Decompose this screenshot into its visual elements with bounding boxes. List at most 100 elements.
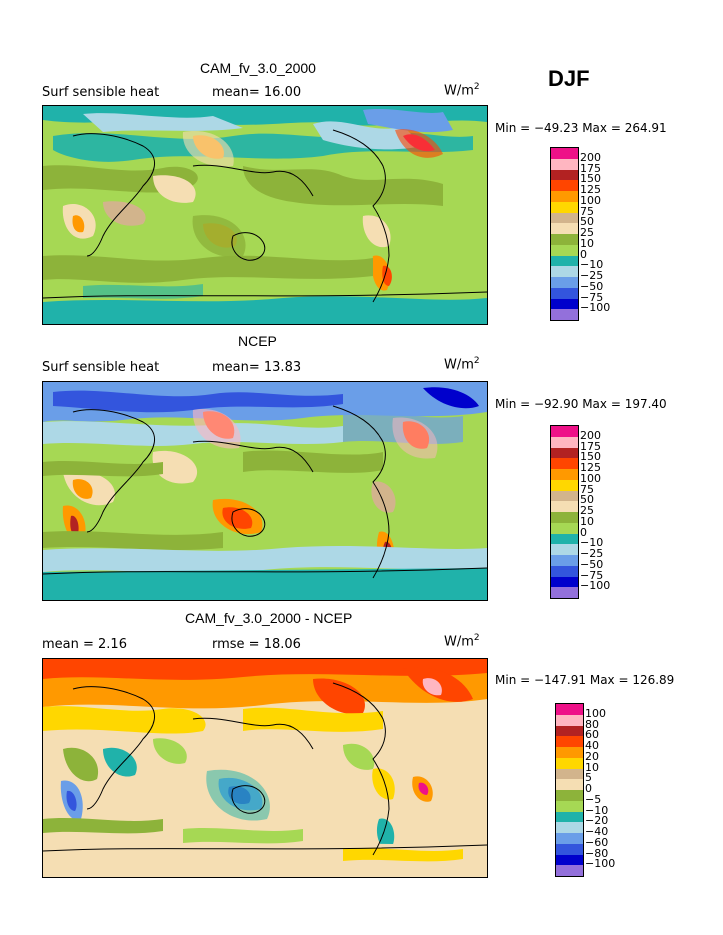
colorbar-swatch	[551, 223, 578, 234]
colorbar-swatch	[551, 522, 578, 534]
colorbar-level-label: 0	[580, 247, 587, 261]
panel-3-unit: W/m2	[444, 633, 480, 650]
colorbar-swatch	[551, 266, 578, 277]
colorbar-swatch	[556, 790, 583, 801]
colorbar-level-label: 0	[580, 525, 587, 539]
colorbar-swatch	[551, 309, 578, 320]
colorbar-level-label: −25	[580, 269, 604, 282]
colorbar-level-label: −10	[585, 803, 609, 817]
colorbar-swatch	[551, 201, 578, 213]
colorbar-swatch	[551, 191, 578, 202]
colorbar-swatch	[556, 725, 583, 737]
colorbar-swatch	[551, 576, 578, 588]
colorbar-level-label: 5	[585, 771, 592, 785]
panel-2-mean-label: mean= 13.83	[212, 360, 302, 375]
colorbar-swatch	[551, 533, 578, 545]
colorbar-swatch	[556, 757, 583, 769]
colorbar-level-label: −50	[580, 557, 604, 571]
colorbar-swatch	[551, 287, 578, 299]
colorbar-level-label: −10	[580, 258, 604, 272]
colorbar-level-label: −100	[580, 301, 611, 315]
panel-1-minmax: Min = −49.23 Max = 264.91	[495, 121, 667, 135]
colorbar-swatch	[551, 277, 578, 288]
colorbar-swatch	[551, 244, 578, 256]
colorbar-level-label: −50	[580, 279, 604, 293]
colorbar-swatch	[556, 800, 583, 812]
panel-3-rmse-label: rmse = 18.06	[212, 637, 301, 652]
colorbar-swatch	[551, 255, 578, 267]
colorbar-level-label: 100	[580, 471, 601, 485]
colorbar-swatch	[556, 822, 583, 833]
colorbar-swatch	[556, 854, 583, 866]
colorbar-swatch	[551, 426, 578, 437]
colorbar-level-label: −75	[580, 290, 604, 304]
colorbar-swatch	[551, 298, 578, 310]
colorbar-level-label: 25	[580, 504, 594, 517]
colorbar-level-label: 40	[585, 739, 599, 752]
colorbar-swatch	[556, 704, 583, 715]
colorbar-swatch	[551, 234, 578, 245]
colorbar-level-label: −25	[580, 547, 604, 560]
colorbar-level-label: 50	[580, 215, 594, 229]
colorbar-swatch	[551, 148, 578, 159]
colorbar-level-label: 10	[580, 514, 594, 528]
panel-1-map	[42, 105, 488, 325]
colorbar-swatch	[551, 180, 578, 191]
colorbar-level-label: 0	[585, 782, 592, 795]
colorbar-level-label: 125	[580, 183, 601, 196]
colorbar-swatch	[556, 843, 583, 855]
colorbar-swatch	[551, 458, 578, 469]
colorbar-level-label: 75	[580, 482, 594, 496]
colorbar-swatch	[551, 490, 578, 502]
colorbar-swatch	[551, 544, 578, 555]
colorbar-swatch	[551, 479, 578, 491]
panel-2-field-label: Surf sensible heat	[42, 360, 160, 375]
panel-1-field-label: Surf sensible heat	[42, 85, 160, 100]
panel-2-unit: W/m2	[444, 356, 480, 373]
panel-2-minmax: Min = −92.90 Max = 197.40	[495, 397, 667, 411]
colorbar-swatch	[551, 501, 578, 512]
colorbar-swatch	[556, 833, 583, 844]
panel-1-unit: W/m2	[444, 82, 480, 99]
colorbar-swatch	[551, 555, 578, 566]
colorbar-swatch	[551, 436, 578, 448]
colorbar-swatch	[551, 565, 578, 577]
colorbar-level-label: 20	[585, 749, 599, 763]
colorbar-level-label: −80	[585, 846, 609, 860]
colorbar-level-label: −100	[585, 857, 616, 871]
colorbar-swatch	[556, 736, 583, 747]
colorbar-level-label: 175	[580, 439, 601, 453]
colorbar-swatch	[556, 768, 583, 780]
season-label: DJF	[548, 66, 590, 91]
colorbar-level-label: −40	[585, 825, 609, 838]
panel-1-title: CAM_fv_3.0_2000	[200, 60, 316, 76]
colorbar-level-label: 150	[580, 172, 601, 186]
panel-3-mean-label: mean = 2.16	[42, 637, 127, 652]
panel-1-mean-label: mean= 16.00	[212, 85, 302, 100]
colorbar-level-label: −20	[585, 814, 609, 828]
panel-2-title: NCEP	[238, 333, 277, 349]
colorbar-level-label: 175	[580, 161, 601, 175]
colorbar-swatch	[556, 714, 583, 726]
colorbar-level-label: −75	[580, 568, 604, 582]
panel-2-map	[42, 381, 488, 601]
colorbar-swatch	[551, 587, 578, 598]
colorbar-level-label: 100	[580, 193, 601, 207]
colorbar-level-label: 75	[580, 204, 594, 218]
colorbar-level-label: 150	[580, 450, 601, 464]
panel-3-title: CAM_fv_3.0_2000 - NCEP	[185, 610, 353, 626]
colorbar-level-label: −60	[585, 835, 609, 849]
colorbar-swatch	[556, 865, 583, 876]
colorbar-level-label: 100	[585, 706, 606, 720]
colorbar-swatch	[551, 512, 578, 523]
colorbar-level-label: 25	[580, 226, 594, 239]
panel-3-minmax: Min = −147.91 Max = 126.89	[495, 673, 675, 687]
colorbar-level-label: −5	[585, 792, 602, 806]
colorbar-level-label: 200	[580, 150, 601, 164]
colorbar-level-label: 60	[585, 728, 599, 742]
colorbar-level-label: 125	[580, 461, 601, 474]
colorbar-swatch	[551, 212, 578, 224]
colorbar-swatch	[556, 747, 583, 758]
colorbar-swatch	[556, 811, 583, 823]
colorbar-level-label: 200	[580, 428, 601, 442]
